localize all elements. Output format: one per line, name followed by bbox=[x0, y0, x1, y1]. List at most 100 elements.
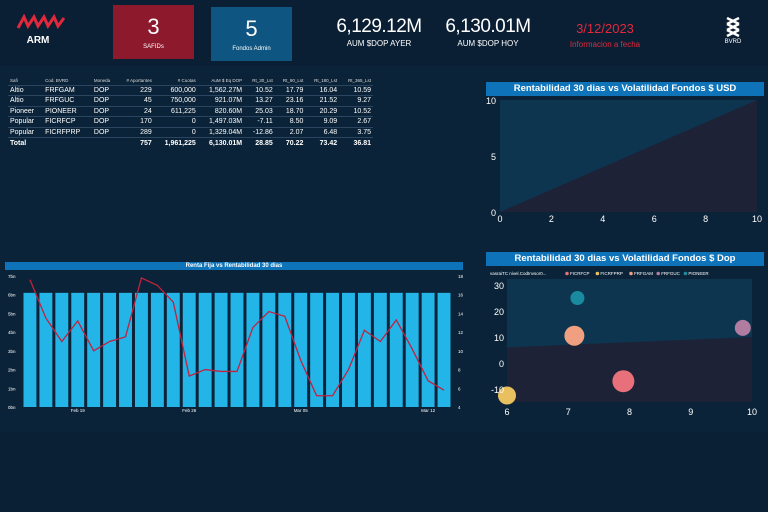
date-label: Informacion a fecha bbox=[569, 40, 641, 49]
region-below bbox=[507, 337, 752, 402]
table-cell: 2.67 bbox=[339, 116, 373, 127]
column-header[interactable]: Rt_30_Lst bbox=[252, 77, 273, 83]
x-tick-label: Feb 26 bbox=[182, 408, 197, 413]
header: ARM 3 SAFIDs 5 Fondos Admin 6,129.12M AUM $… bbox=[0, 0, 768, 66]
table-cell: 750,000 bbox=[153, 95, 198, 106]
kpi-label: Fondos Admin bbox=[232, 46, 271, 52]
right-tick-label: 18 bbox=[458, 274, 464, 279]
column-header[interactable]: Rt_365_Lst bbox=[347, 77, 371, 83]
table-cell: 20.29 bbox=[305, 105, 340, 117]
x-tick-label: 10 bbox=[747, 407, 757, 417]
kpi-value: 5 bbox=[245, 16, 258, 41]
bar bbox=[246, 292, 260, 407]
arm-logo: ARM bbox=[16, 13, 70, 46]
table-cell: FICRFCP bbox=[43, 116, 92, 127]
column-header[interactable]: Safi bbox=[10, 77, 18, 83]
aum-hoy: 6,130.01M AUM $DOP HOY bbox=[443, 16, 533, 48]
info-date: 3/12/2023 Informacion a fecha bbox=[560, 21, 650, 49]
x-tick-label: 4 bbox=[600, 214, 605, 224]
bar bbox=[23, 292, 37, 407]
table-cell: 229 bbox=[117, 84, 154, 96]
date-value: 3/12/2023 bbox=[576, 21, 634, 36]
x-tick-label: Feb 19 bbox=[71, 408, 86, 413]
x-tick-label: 2 bbox=[549, 214, 554, 224]
table-row: Altio FRFGAM DOP 229 600,000 1,562.27M 10.52 17… bbox=[8, 84, 373, 96]
bar bbox=[326, 292, 340, 407]
table-cell: FRFGAM bbox=[43, 84, 92, 96]
legend-marker bbox=[595, 271, 600, 276]
bubble-ficrfcp bbox=[612, 370, 635, 393]
table-cell: 1,329.04M bbox=[197, 126, 245, 138]
usd-chart-title: Rentabilidad 30 dias vs Volatilidad Fond… bbox=[486, 82, 764, 96]
table-cell: 73.42 bbox=[305, 137, 340, 148]
table-cell: 45 bbox=[117, 95, 154, 106]
right-tick-label: 6 bbox=[458, 386, 461, 391]
table-cell: 28.85 bbox=[244, 137, 275, 148]
column-header[interactable]: # Cuotas bbox=[177, 77, 196, 83]
y-tick-label: 10 bbox=[494, 333, 504, 343]
legend-prefix: vasraiTC nivel.CodInvsor0... bbox=[490, 271, 547, 276]
legend-item: PIONEER bbox=[688, 271, 709, 276]
bar bbox=[119, 292, 132, 407]
table-cell: 24 bbox=[117, 105, 154, 117]
bar bbox=[71, 292, 85, 407]
aum-hoy-value: 6,130.01M bbox=[445, 16, 531, 37]
table-cell bbox=[43, 137, 92, 148]
table-cell: 6.48 bbox=[305, 126, 340, 138]
column-header[interactable]: # Aportantes bbox=[126, 77, 152, 83]
table-cell: Altio bbox=[8, 95, 44, 106]
x-tick-label: 8 bbox=[627, 407, 632, 417]
bar bbox=[342, 292, 355, 407]
column-header[interactable]: Rt_180_Lst bbox=[314, 77, 338, 83]
bar bbox=[262, 292, 276, 407]
bar bbox=[182, 292, 196, 407]
y-tick-label: 5 bbox=[491, 152, 496, 162]
legend-marker bbox=[656, 271, 660, 276]
table-cell: 70.22 bbox=[274, 137, 306, 148]
table-cell: 170 bbox=[117, 116, 154, 127]
legend-item: FRFGAM bbox=[634, 271, 653, 276]
column-header[interactable]: Cod. BVRD bbox=[45, 77, 69, 83]
aum-ayer: 6,129.12M AUM $DOP AYER bbox=[334, 16, 424, 48]
table-cell: Altio bbox=[8, 84, 44, 96]
column-header[interactable]: Moneda bbox=[93, 77, 111, 83]
table-row: Popular FICRFPRP DOP 289 0 1,329.04M -12.86 2.0… bbox=[8, 126, 373, 138]
table-cell: DOP bbox=[91, 105, 118, 117]
table-cell bbox=[91, 137, 118, 148]
kpi-fondos: 5 Fondos Admin bbox=[211, 7, 292, 61]
column-header[interactable]: AuM $ Eq DOP bbox=[211, 77, 243, 83]
funds-table: Safi Cod. BVRD Moneda # Aportantes # Cuotas A… bbox=[8, 76, 373, 148]
table-cell: -7.11 bbox=[244, 116, 275, 127]
column-header[interactable]: Rt_90_Lst bbox=[282, 77, 304, 83]
legend-marker bbox=[629, 271, 633, 276]
kpi-safids: 3 SAFIDs bbox=[113, 5, 194, 59]
left-tick-label: 3bn bbox=[8, 349, 16, 354]
y-tick-label: 30 bbox=[494, 281, 504, 291]
table-cell: DOP bbox=[91, 116, 118, 127]
table-cell: 21.52 bbox=[305, 95, 340, 106]
bubble-ficrfprp bbox=[498, 386, 516, 405]
table-cell: 6,130.01M bbox=[197, 137, 245, 148]
table-cell: 10.52 bbox=[339, 105, 373, 117]
left-tick-label: 6bn bbox=[8, 293, 16, 298]
bar bbox=[198, 292, 212, 407]
table-cell: FRFGUC bbox=[43, 95, 92, 106]
bvrd-logo: BVRD bbox=[718, 16, 748, 45]
line-series bbox=[29, 276, 445, 397]
bar bbox=[150, 292, 164, 407]
y-tick-label: -10 bbox=[491, 385, 504, 395]
total-row: Total 757 1,961,225 6,130.01M 28.85 70.22 73.4… bbox=[8, 137, 373, 148]
x-tick-label: Mar 12 bbox=[421, 408, 436, 413]
bar bbox=[310, 292, 324, 407]
bubble-frfguc bbox=[734, 319, 751, 336]
table-cell: 8.50 bbox=[274, 116, 306, 127]
x-tick-label: 6 bbox=[504, 407, 509, 417]
bar bbox=[55, 292, 69, 407]
bar bbox=[357, 292, 371, 407]
legend-item: FRFGUC bbox=[661, 271, 680, 276]
table-row: Pioneer PIONEER DOP 24 611,225 820.60M 25.03 18… bbox=[8, 105, 373, 117]
table-cell: 611,225 bbox=[153, 105, 198, 117]
kpi-value: 3 bbox=[147, 14, 160, 39]
bar bbox=[134, 292, 148, 407]
left-tick-label: 4bn bbox=[8, 330, 16, 335]
